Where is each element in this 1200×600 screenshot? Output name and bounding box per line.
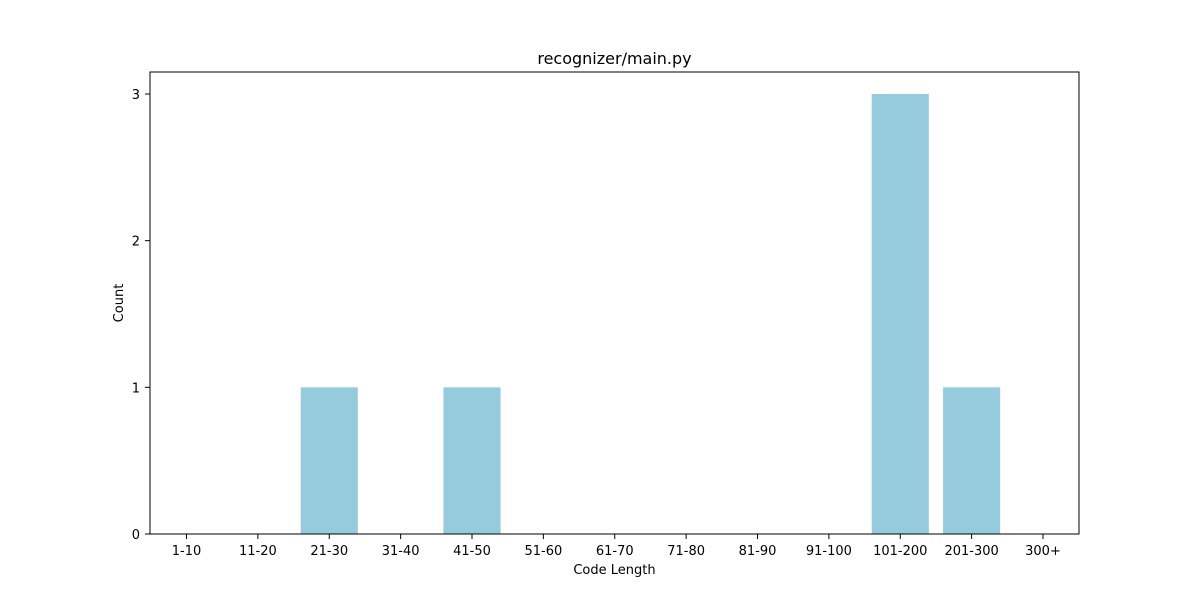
x-tick-label: 51-60 [524, 544, 562, 559]
x-tick-label: 31-40 [382, 544, 420, 559]
x-tick-label: 1-10 [172, 544, 202, 559]
x-tick-label: 300+ [1025, 544, 1061, 559]
y-tick-label: 2 [132, 235, 140, 250]
y-tick-label: 3 [132, 88, 140, 103]
bar-101-200 [871, 94, 929, 534]
x-tick-label: 11-20 [239, 544, 277, 559]
y-tick-label: 0 [132, 528, 140, 543]
x-tick-label: 81-90 [739, 544, 777, 559]
bar-21-30 [300, 387, 358, 534]
x-ticks-group: 1-10 11-20 21-30 31-40 41-50 51-60 61-70 71-80 8… [172, 534, 1061, 559]
y-tick-label: 1 [132, 381, 140, 396]
x-axis-label: Code Length [573, 563, 655, 578]
x-tick-label: 71-80 [667, 544, 705, 559]
bar-41-50 [443, 387, 501, 534]
chart-title: recognizer/main.py [537, 49, 691, 68]
y-ticks-group: 0 1 2 3 [132, 88, 150, 543]
x-tick-label: 21-30 [310, 544, 348, 559]
x-tick-label: 41-50 [453, 544, 491, 559]
bars-group [300, 94, 1001, 534]
x-tick-label: 91-100 [806, 544, 852, 559]
x-tick-label: 201-300 [944, 544, 998, 559]
x-tick-label: 61-70 [596, 544, 634, 559]
x-tick-label: 101-200 [873, 544, 927, 559]
y-axis-label: Count [112, 284, 127, 323]
bar-201-300 [943, 387, 1001, 534]
plot-frame [149, 71, 1080, 535]
